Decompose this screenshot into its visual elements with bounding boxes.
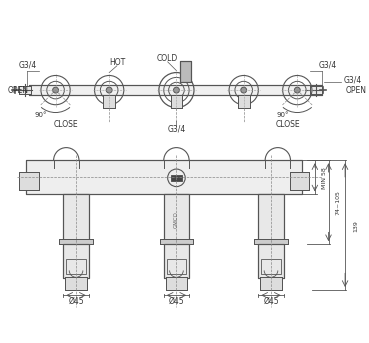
Bar [290,172,309,190]
Bar [258,194,284,241]
Bar [260,277,282,290]
Text: G3/4: G3/4 [167,125,186,133]
Bar [254,239,287,244]
Bar [260,277,282,290]
Text: Ø45: Ø45 [263,297,279,306]
Bar [26,160,302,194]
Text: GMCO: GMCO [174,211,179,228]
Bar [164,244,189,278]
Text: G3/4: G3/4 [318,60,337,69]
Bar [180,61,191,82]
Circle shape [294,87,300,93]
Bar [164,244,189,278]
Bar [258,244,284,278]
Text: HOT: HOT [109,58,125,67]
Text: MIN 58: MIN 58 [322,167,327,189]
Bar [20,172,39,190]
Bar [65,277,87,290]
Text: OPEN: OPEN [8,86,29,95]
Bar [103,95,115,108]
Bar [180,61,191,82]
Text: Ø45: Ø45 [169,297,184,306]
Circle shape [106,87,112,93]
Bar [29,85,322,95]
Bar [167,259,186,274]
Bar [310,86,322,94]
Circle shape [241,87,246,93]
Bar [29,85,322,95]
Bar [310,86,322,94]
Bar [164,194,189,241]
Bar [63,244,89,278]
Bar [258,244,284,278]
Bar [20,172,39,190]
Bar [20,86,31,94]
Circle shape [173,87,179,93]
Text: G3/4: G3/4 [18,60,37,69]
Bar [59,239,93,244]
Text: G3/4: G3/4 [343,76,361,85]
Text: 90°: 90° [276,113,289,118]
Text: COLD: COLD [157,55,178,63]
Bar [63,244,89,278]
Circle shape [53,87,59,93]
Bar [166,277,187,290]
Text: 74~105: 74~105 [335,190,340,215]
Bar [103,95,115,108]
Bar [290,172,309,190]
Bar [261,259,281,274]
Bar [160,239,193,244]
Bar [66,259,86,274]
Text: 139: 139 [353,220,358,232]
Bar [254,239,287,244]
Bar [65,277,87,290]
Bar [59,239,93,244]
Text: OPEN: OPEN [346,86,367,95]
Bar [63,194,89,241]
Text: Ø45: Ø45 [68,297,84,306]
Bar [238,95,249,108]
Bar [164,194,189,241]
Bar [238,95,249,108]
Bar [160,239,193,244]
Bar [170,175,182,181]
Bar [26,160,302,194]
Bar [63,194,89,241]
Bar [258,194,284,241]
Text: 90°: 90° [35,113,47,118]
Text: CLOSE: CLOSE [275,120,300,129]
Bar [166,277,187,290]
Bar [20,86,31,94]
Bar [170,95,182,108]
Text: CLOSE: CLOSE [54,120,79,129]
Bar [170,95,182,108]
